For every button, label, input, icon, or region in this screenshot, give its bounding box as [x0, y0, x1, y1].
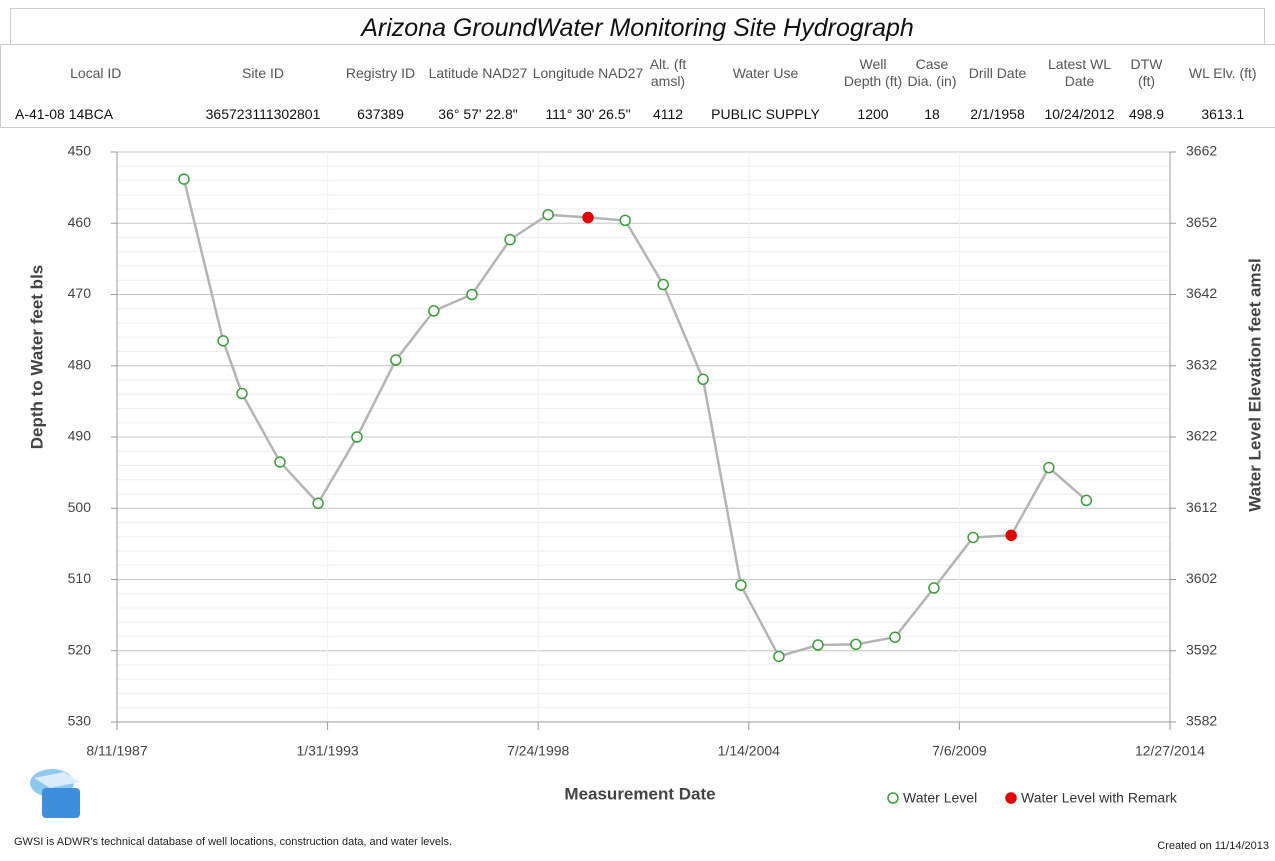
y2-axis-label: Water Level Elevation feet amsl	[1245, 258, 1264, 512]
x-tick-label: 12/27/2014	[1135, 743, 1205, 759]
data-point	[697, 373, 709, 386]
y-tick-label: 470	[68, 285, 92, 301]
column-header: WL Elv. (ft)	[1188, 64, 1257, 81]
y2-tick-label: 3632	[1186, 356, 1217, 372]
x-tick-label: 1/14/2004	[718, 743, 780, 759]
table-cell: 637389	[357, 106, 404, 122]
data-point	[889, 631, 901, 643]
column-header: Alt. (ft amsl)	[649, 56, 687, 89]
data-point	[312, 497, 324, 510]
x-tick-label: 7/6/2009	[932, 743, 987, 759]
column-header: Site ID	[241, 64, 284, 81]
data-point	[542, 208, 554, 221]
data-point	[735, 579, 747, 591]
data-point	[967, 531, 979, 544]
table-cell: 3613.1	[1201, 106, 1245, 122]
data-point	[1043, 461, 1055, 474]
legend-marker	[887, 792, 899, 804]
y-tick-label: 530	[68, 713, 92, 729]
table-cell: 365723111302801	[205, 106, 321, 122]
table-cell: 498.9	[1128, 106, 1165, 122]
y-tick-label: 500	[68, 499, 92, 515]
table-cell: 111° 30' 26.5"	[545, 106, 631, 122]
table-row: A-41-08 14BCA 365723111302801 637389 36° 57…	[1, 101, 1275, 128]
column-header: Latest WL Date	[1047, 56, 1112, 89]
y2-tick-label: 3592	[1186, 641, 1217, 657]
y-tick-label: 490	[68, 428, 92, 444]
legend-marker	[1005, 792, 1017, 804]
table-cell: PUBLIC SUPPLY	[711, 106, 820, 122]
site-table: Local ID Site ID Registry ID Latitude NAD27…	[0, 44, 1275, 128]
y2-tick-label: 3582	[1186, 713, 1217, 729]
data-point	[582, 211, 594, 224]
column-header: Local ID	[70, 64, 122, 81]
data-point	[351, 431, 363, 443]
x-axis-label: Measurement Date	[564, 784, 715, 803]
table-cell: A-41-08 14BCA	[15, 106, 114, 122]
data-point	[466, 288, 478, 301]
table-cell: 4112	[652, 106, 684, 122]
y2-tick-label: 3662	[1186, 143, 1217, 159]
y-axis-label: Depth to Water feet bls	[27, 265, 46, 450]
data-point	[1005, 529, 1017, 542]
y-tick-label: 460	[68, 214, 92, 230]
column-header: Longitude NAD27	[532, 64, 644, 81]
logo	[30, 769, 80, 818]
data-point	[390, 354, 402, 366]
data-point	[178, 173, 190, 185]
y-tick-label: 480	[68, 356, 92, 372]
table-cell: 36° 57' 22.8"	[438, 106, 518, 122]
data-point	[428, 305, 440, 317]
column-header: Latitude NAD27	[428, 64, 528, 81]
y2-tick-label: 3622	[1186, 428, 1217, 444]
data-point	[504, 233, 516, 246]
data-point	[773, 650, 785, 663]
column-header: Drill Date	[968, 64, 1027, 81]
x-tick-label: 8/11/1987	[86, 743, 147, 759]
footer-note: GWSI is ADWR's technical database of wel…	[14, 836, 453, 848]
table-cell: 2/1/1958	[970, 106, 1025, 122]
column-header: DTW (ft)	[1130, 56, 1163, 89]
data-point	[850, 638, 862, 651]
data-point	[657, 278, 669, 291]
x-tick-label: 1/31/1993	[296, 743, 358, 759]
data-point	[928, 582, 940, 594]
data-point	[812, 639, 824, 651]
water-level-line	[182, 178, 1088, 658]
table-cell: 18	[924, 106, 940, 122]
chart-title: Arizona GroundWater Monitoring Site Hydr…	[10, 8, 1265, 44]
y2-tick-label: 3642	[1186, 285, 1217, 301]
table-body: A-41-08 14BCA 365723111302801 637389 36° 57…	[1, 101, 1275, 128]
y-tick-label: 510	[68, 570, 92, 586]
data-point	[236, 387, 248, 400]
column-header: Water Use	[732, 64, 799, 81]
y2-tick-label: 3612	[1186, 499, 1217, 515]
data-point	[217, 335, 229, 347]
data-point	[619, 214, 631, 227]
header-row: Local ID Site ID Registry ID Latitude NAD27…	[1, 45, 1275, 102]
x-tick-label: 7/24/1998	[507, 743, 569, 759]
created-date: Created on 11/14/2013	[1157, 840, 1269, 852]
table-cell: 1200	[857, 106, 889, 122]
legend-label: Water Level with Remark	[1021, 790, 1178, 806]
data-point	[1080, 494, 1093, 507]
data-point	[274, 456, 286, 468]
column-header: Registry ID	[345, 64, 416, 81]
column-header: Case Dia. (in)	[907, 56, 957, 89]
y-tick-label: 520	[68, 641, 92, 657]
y2-tick-label: 3602	[1186, 570, 1217, 586]
table-cell: 10/24/2012	[1044, 106, 1115, 122]
legend-label: Water Level	[903, 790, 977, 806]
column-header: Well Depth (ft)	[843, 56, 903, 89]
y-tick-label: 450	[68, 143, 92, 159]
y2-tick-label: 3652	[1186, 214, 1217, 230]
